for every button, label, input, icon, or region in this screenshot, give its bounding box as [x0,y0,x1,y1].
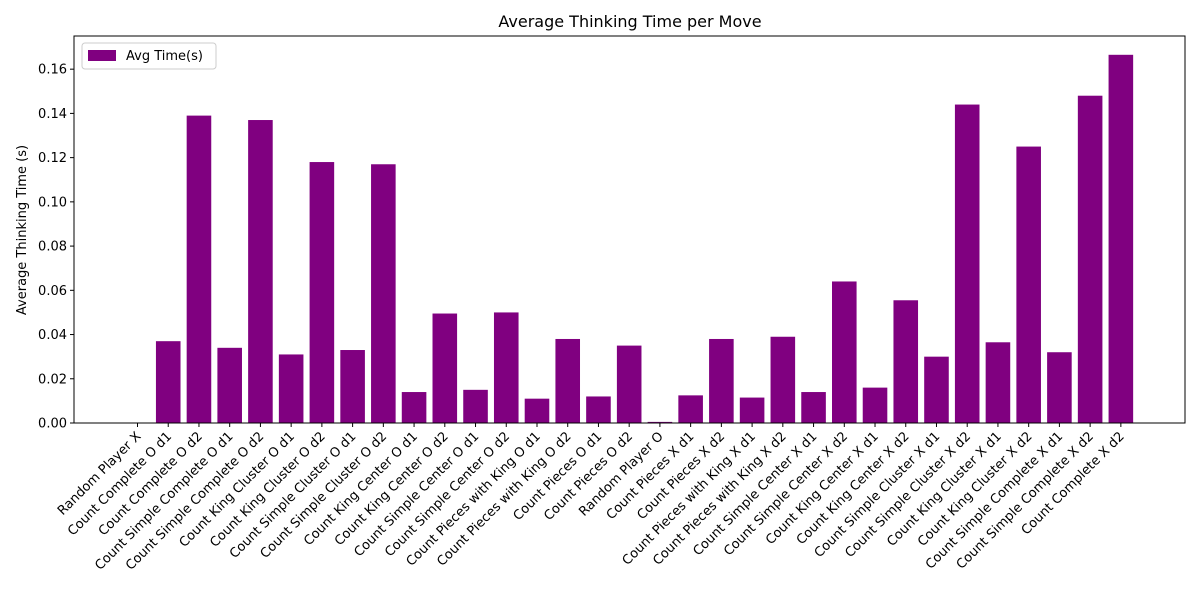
bar [278,354,304,423]
bar [647,421,673,423]
bar [954,104,980,424]
bar [309,162,335,424]
bar [1108,54,1134,424]
bar [155,341,181,423]
bar [801,392,826,423]
y-ticks-group: 0.00 0.02 0.04 0.06 0.08 0.10 0.12 0.14 0.16 [38,63,74,432]
legend: Avg Time(s) [81,42,217,70]
bars-group [155,54,1134,424]
bar [1047,352,1072,423]
bar [1016,146,1041,423]
bar [893,300,919,423]
y-tick-label: 0.06 [38,284,67,299]
y-tick-label: 0.14 [38,107,67,122]
y-tick-label: 0.10 [38,195,67,210]
bar [586,396,611,423]
bar [524,398,550,423]
legend-label: Avg Time(s) [126,49,203,64]
bar [616,345,642,423]
bar [739,397,765,423]
bar [340,350,365,423]
bar [770,336,796,423]
y-tick-label: 0.02 [38,372,67,387]
y-axis-label: Average Thinking Time (s) [15,145,30,315]
bar [248,120,273,423]
legend-box [81,42,217,70]
y-tick-label: 0.04 [38,328,67,343]
bar [401,392,427,423]
y-tick-label: 0.08 [38,240,67,255]
bar [555,338,581,423]
bar [709,338,734,423]
bar [186,115,212,424]
bar [1077,95,1103,424]
bar [371,164,396,423]
bar [832,281,857,423]
legend-swatch [88,50,116,61]
plot-frame [73,35,1186,424]
chart-title: Average Thinking Time per Move [498,12,761,31]
bar [432,313,458,423]
bar [924,356,949,423]
bar [985,342,1011,423]
bar [463,389,488,423]
y-tick-label: 0.00 [38,417,67,432]
bar [493,312,519,423]
y-tick-label: 0.12 [38,151,67,166]
bar [217,347,242,423]
y-tick-label: 0.16 [38,63,67,78]
bar [862,387,888,423]
bar [678,395,703,423]
